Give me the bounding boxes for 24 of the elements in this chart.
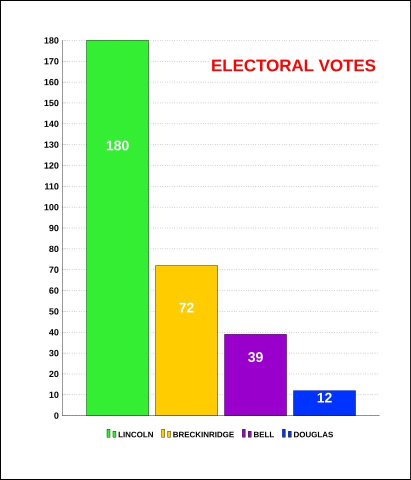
data-label: 12	[318, 392, 332, 402]
y-tick-label: 80	[49, 246, 58, 252]
y-tick-label: 30	[49, 350, 58, 356]
y-tick-label: 140	[44, 120, 58, 127]
y-tick-label: 10	[49, 392, 58, 398]
y-tick-label: 0	[54, 412, 58, 419]
y-tick-label: 20	[49, 370, 58, 378]
y-tick-label: 40	[48, 329, 58, 336]
y-tick-label: 60	[49, 287, 58, 294]
y-tick-label: 150	[44, 100, 58, 106]
y-tick-label: 130	[44, 141, 58, 148]
text: ELECTORAL VOTES	[212, 59, 376, 72]
y-tick-label: 70	[49, 266, 58, 273]
y-tick-label: 110	[44, 183, 58, 190]
y-tick-label: 160	[44, 78, 58, 86]
y-tick-label: 170	[44, 58, 58, 64]
y-tick-label: 120	[44, 162, 58, 169]
y-tick-label: 90	[49, 224, 58, 232]
y-tick-label: 50	[49, 308, 58, 315]
data-label: 39	[248, 352, 263, 362]
y-tick-label: 180	[44, 37, 58, 44]
y-tick-label: 100	[44, 204, 58, 210]
data-label: 180	[106, 140, 129, 150]
data-label: 72	[179, 302, 194, 312]
